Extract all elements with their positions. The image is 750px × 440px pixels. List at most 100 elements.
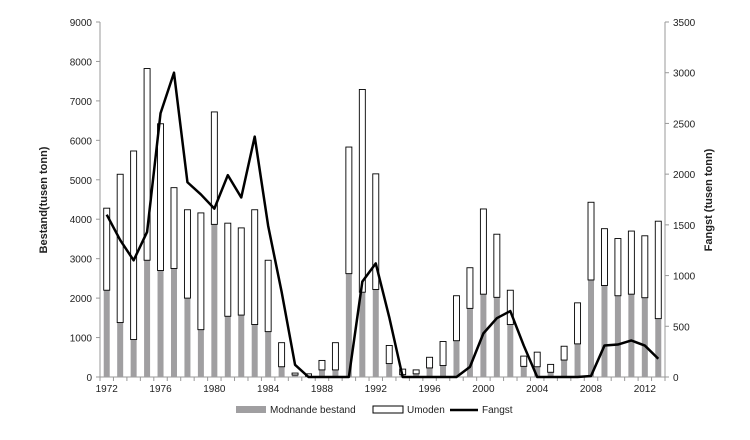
bar-umoden-2004 (534, 352, 540, 367)
bar-umoden-1990 (346, 147, 352, 274)
y-right-tick-label: 500 (673, 322, 690, 333)
bar-umoden-2008 (588, 202, 594, 280)
bar-umoden-1976 (158, 124, 164, 271)
bar-umoden-2010 (615, 239, 621, 296)
x-tick-label: 2008 (580, 384, 603, 395)
bar-umoden-1977 (171, 188, 177, 269)
bar-umoden-2009 (601, 229, 607, 286)
y-right-tick-label: 3000 (673, 69, 696, 80)
bar-modnande-2003 (521, 366, 527, 377)
bar-modnande-1972 (104, 290, 110, 377)
x-tick-label: 1992 (365, 384, 388, 395)
bar-modnande-2011 (628, 294, 634, 377)
bar-modnande-1984 (265, 332, 271, 377)
bar-umoden-1995 (413, 370, 419, 374)
y-left-tick-label: 6000 (70, 136, 93, 147)
y-axis-right-label: Fangst (tusen tonn) (703, 148, 715, 251)
bar-umoden-1998 (453, 296, 459, 341)
bar-umoden-2000 (480, 209, 486, 294)
bar-umoden-1985 (279, 343, 285, 367)
bar-modnande-2006 (561, 360, 567, 377)
x-tick-label: 2012 (634, 384, 657, 395)
bar-umoden-1991 (359, 89, 365, 292)
bar-umoden-1986 (292, 373, 298, 375)
bar-modnande-2002 (507, 325, 513, 377)
bar-umoden-2007 (575, 303, 581, 344)
bar-modnande-1979 (198, 330, 204, 377)
bar-umoden-2006 (561, 346, 567, 360)
y-left-tick-label: 3000 (70, 255, 93, 266)
bar-umoden-1974 (131, 151, 137, 340)
x-tick-label: 1976 (149, 384, 172, 395)
y-right-tick-label: 3500 (673, 18, 696, 29)
bar-modnande-1978 (184, 298, 190, 377)
y-left-tick-label: 8000 (70, 57, 93, 68)
bar-modnande-1983 (252, 325, 258, 377)
x-tick-label: 1996 (418, 384, 441, 395)
y-left-tick-label: 0 (86, 373, 92, 384)
bar-modnande-1974 (131, 340, 137, 377)
x-tick-label: 2000 (472, 384, 495, 395)
y-right-tick-label: 2000 (673, 170, 696, 181)
bar-modnande-1977 (171, 269, 177, 377)
y-left-tick-label: 2000 (70, 294, 93, 305)
bar-umoden-2005 (548, 364, 554, 372)
bar-modnande-1975 (144, 260, 150, 377)
bar-modnande-1985 (279, 367, 285, 377)
y-right-tick-label: 1500 (673, 221, 696, 232)
bar-umoden-1979 (198, 213, 204, 330)
y-axis-left-label: Bestand(tusen tonn) (38, 146, 50, 253)
y-right-tick-label: 0 (673, 373, 679, 384)
legend-label-umoden: Umoden (407, 405, 445, 416)
bar-umoden-1993 (386, 345, 392, 363)
legend: Modnande bestand Umoden Fangst (236, 405, 513, 416)
bar-modnande-2007 (575, 344, 581, 377)
legend-label-modnande: Modnande bestand (270, 405, 356, 416)
x-tick-label: 2004 (526, 384, 549, 395)
y-right-tick-label: 2500 (673, 119, 696, 130)
bar-modnande-2009 (601, 285, 607, 377)
bar-modnande-1997 (440, 366, 446, 377)
bar-umoden-1989 (332, 343, 338, 370)
bar-modnande-1996 (427, 368, 433, 377)
bar-modnande-1976 (158, 271, 164, 378)
bar-umoden-1997 (440, 342, 446, 366)
y-left-tick-label: 1000 (70, 334, 93, 345)
bar-umoden-1982 (238, 228, 244, 315)
x-tick-label: 1988 (311, 384, 334, 395)
y-left-tick-label: 7000 (70, 97, 93, 108)
bar-modnande-1992 (373, 289, 379, 377)
bar-umoden-2011 (628, 231, 634, 294)
bar-umoden-2013 (655, 221, 661, 318)
legend-swatch-modnande (236, 406, 266, 413)
bar-umoden-2001 (494, 234, 500, 297)
bar-umoden-1988 (319, 360, 325, 369)
x-tick-label: 1972 (96, 384, 119, 395)
bar-umoden-1973 (117, 174, 123, 322)
bar-umoden-2012 (642, 236, 648, 298)
bar-modnande-1998 (453, 341, 459, 377)
x-tick-label: 1980 (203, 384, 226, 395)
bar-modnande-1980 (211, 224, 217, 377)
bar-modnande-1981 (225, 316, 231, 377)
bar-modnande-2013 (655, 319, 661, 377)
bar-umoden-1984 (265, 260, 271, 331)
x-tick-label: 1984 (257, 384, 280, 395)
bar-modnande-2012 (642, 298, 648, 377)
bar-umoden-1983 (252, 210, 258, 325)
bar-modnande-1982 (238, 315, 244, 377)
bar-modnande-2001 (494, 297, 500, 377)
bar-umoden-1999 (467, 268, 473, 309)
bar-modnande-1993 (386, 364, 392, 377)
bar-modnande-2010 (615, 296, 621, 377)
bar-modnande-1973 (117, 323, 123, 377)
y-left-tick-label: 9000 (70, 18, 93, 29)
bar-umoden-2003 (521, 356, 527, 366)
legend-swatch-umoden (373, 406, 403, 413)
bar-umoden-1981 (225, 223, 231, 316)
bar-umoden-1978 (184, 210, 190, 298)
bar-modnande-2008 (588, 280, 594, 377)
legend-label-fangst: Fangst (482, 405, 513, 416)
bar-umoden-1996 (427, 357, 433, 368)
